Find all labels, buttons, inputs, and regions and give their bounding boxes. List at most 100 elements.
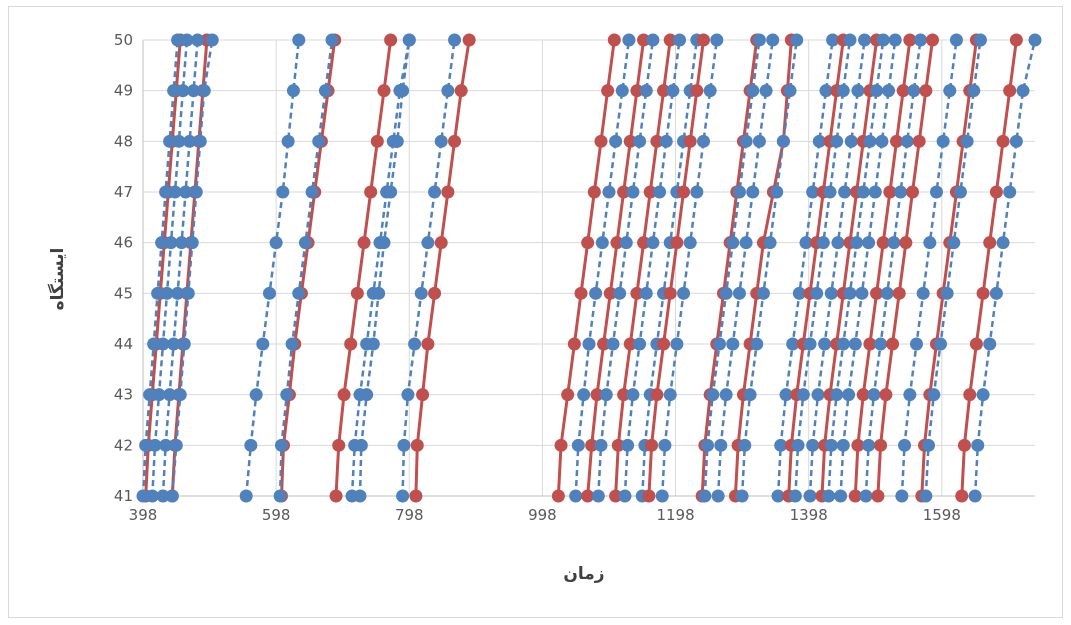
data-point <box>929 185 943 199</box>
data-point <box>983 337 997 351</box>
data-point <box>434 236 448 250</box>
data-point <box>329 489 343 503</box>
series-line <box>973 39 1037 497</box>
data-point <box>914 33 928 47</box>
data-point <box>164 236 178 250</box>
y-axis-title: ایستگاه <box>47 248 68 311</box>
series-line <box>700 39 759 497</box>
data-point <box>601 84 615 98</box>
data-point <box>823 185 837 199</box>
data-point <box>353 489 367 503</box>
data-point <box>868 185 882 199</box>
data-point <box>936 134 950 148</box>
data-point <box>919 489 933 503</box>
data-point <box>551 489 565 503</box>
series-18 <box>591 33 660 503</box>
data-point <box>639 84 653 98</box>
data-point <box>448 33 462 47</box>
data-point <box>907 84 921 98</box>
data-point <box>159 185 173 199</box>
data-point <box>933 337 947 351</box>
tick-labels: 398 598 798 998 1198 1398 1598 41 42 43 44 45 46 47 48… <box>114 31 961 524</box>
data-point <box>281 134 295 148</box>
data-point <box>971 438 985 452</box>
y-tick-label: 43 <box>114 386 133 404</box>
series-24 <box>695 33 764 503</box>
data-point <box>886 337 900 351</box>
data-point <box>276 185 290 199</box>
data-point <box>779 388 793 402</box>
series-5 <box>156 33 205 503</box>
data-point <box>696 33 710 47</box>
data-point <box>350 286 364 300</box>
data-point <box>883 185 897 199</box>
series-line <box>614 39 672 497</box>
data-point <box>639 286 653 300</box>
data-point <box>165 489 179 503</box>
series-line <box>733 39 793 497</box>
series-line <box>171 39 214 497</box>
series-38 <box>871 33 939 503</box>
series-line <box>794 39 852 497</box>
data-point <box>658 438 672 452</box>
data-point <box>774 438 788 452</box>
data-point <box>882 84 896 98</box>
data-point <box>859 489 873 503</box>
data-point <box>739 236 753 250</box>
series-32 <box>803 33 872 503</box>
series-line <box>358 39 411 497</box>
data-point <box>759 84 773 98</box>
data-point <box>874 337 888 351</box>
data-point <box>896 84 910 98</box>
data-point <box>156 489 170 503</box>
x-tick-label: 998 <box>528 506 557 524</box>
series-line <box>924 39 982 497</box>
data-point <box>957 438 971 452</box>
data-point <box>650 134 664 148</box>
data-point <box>874 438 888 452</box>
data-point <box>1003 84 1017 98</box>
data-point <box>152 388 166 402</box>
data-point <box>143 388 157 402</box>
data-point <box>871 489 885 503</box>
data-point <box>659 134 673 148</box>
series-line <box>716 39 774 497</box>
data-point <box>927 388 941 402</box>
data-point <box>172 134 186 148</box>
data-point <box>955 489 969 503</box>
data-point <box>344 337 358 351</box>
x-tick-label: 798 <box>395 506 424 524</box>
data-point <box>416 388 430 402</box>
data-point <box>366 337 380 351</box>
data-point <box>683 134 697 148</box>
data-point <box>910 337 924 351</box>
data-point <box>862 438 876 452</box>
data-point <box>169 438 183 452</box>
data-point <box>402 33 416 47</box>
data-point <box>752 33 766 47</box>
data-point <box>796 388 810 402</box>
data-point <box>569 489 583 503</box>
data-point <box>673 33 687 47</box>
data-point <box>880 286 894 300</box>
data-point <box>710 33 724 47</box>
data-point <box>996 134 1010 148</box>
series-layer <box>136 33 1042 503</box>
data-point <box>912 134 926 148</box>
data-point <box>752 134 766 148</box>
data-point <box>623 134 637 148</box>
data-point <box>726 337 740 351</box>
data-point <box>1009 134 1023 148</box>
data-point <box>836 84 850 98</box>
data-point <box>567 337 581 351</box>
data-point <box>756 286 770 300</box>
data-point <box>602 185 616 199</box>
series-line <box>334 39 393 497</box>
data-point <box>611 438 625 452</box>
series-23 <box>655 33 724 503</box>
data-point <box>976 286 990 300</box>
data-point <box>139 438 153 452</box>
data-point <box>410 438 424 452</box>
data-point <box>657 84 671 98</box>
data-point <box>746 185 760 199</box>
